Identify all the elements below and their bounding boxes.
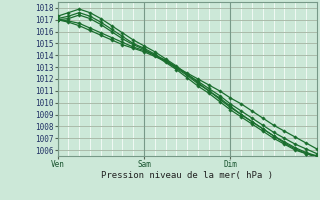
X-axis label: Pression niveau de la mer( hPa ): Pression niveau de la mer( hPa ) [101,171,273,180]
